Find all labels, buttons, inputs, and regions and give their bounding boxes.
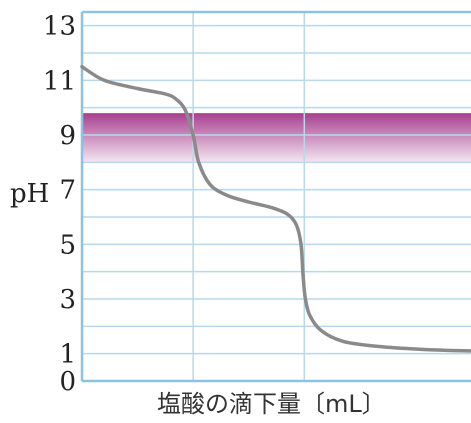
y-tick-label: 5 <box>59 230 76 260</box>
y-tick-label: 3 <box>59 285 76 315</box>
x-axis-label: 塩酸の滴下量〔mL〕 <box>157 390 386 418</box>
y-tick-label: 0 <box>59 367 76 397</box>
y-tick-label: 1 <box>59 340 76 370</box>
y-tick-label: 7 <box>59 176 76 206</box>
y-tick-label: 9 <box>59 121 76 151</box>
indicator-band <box>82 113 471 163</box>
titration-curve <box>80 64 471 353</box>
y-axis-label: pH <box>10 179 49 209</box>
y-tick-label: 11 <box>43 66 76 96</box>
y-tick-label: 13 <box>43 12 76 42</box>
